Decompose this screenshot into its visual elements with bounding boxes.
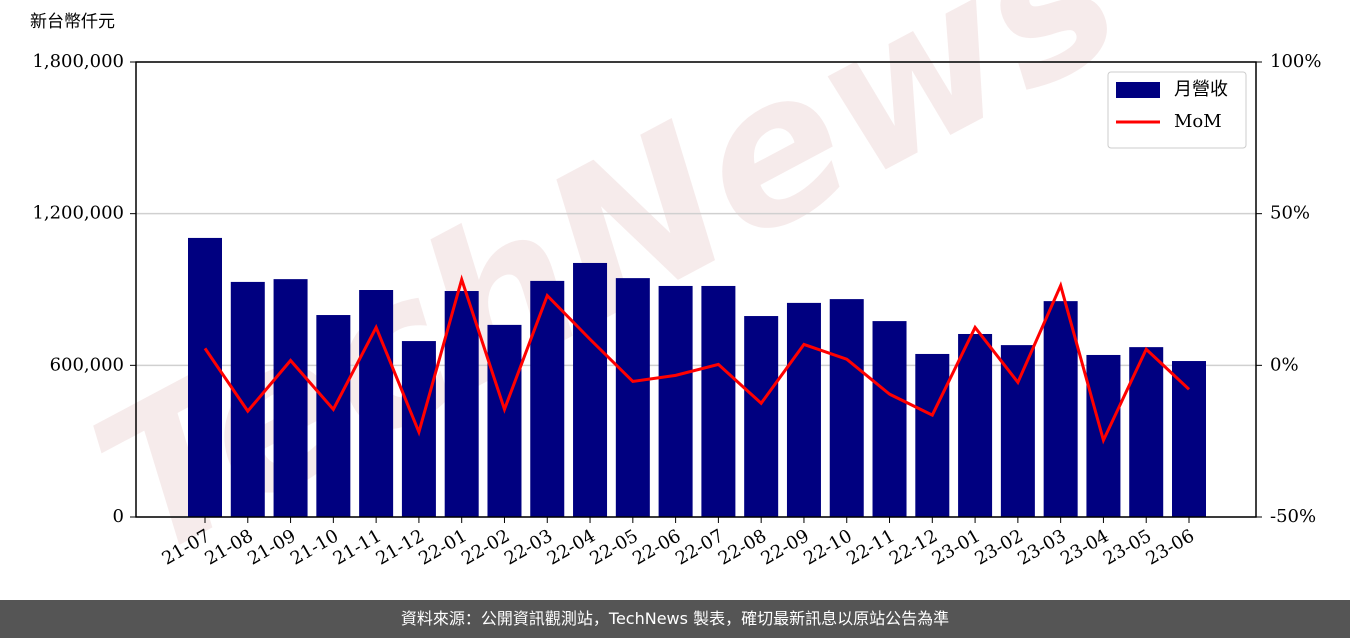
bar [230, 281, 265, 517]
x-tick-label: 22-08 [715, 525, 770, 569]
x-tick-label: 22-04 [544, 525, 599, 569]
bar [487, 324, 522, 517]
y-tick-label: 0 [113, 506, 124, 527]
bar [530, 280, 565, 517]
bar [1172, 361, 1206, 517]
x-tick-label: 22-06 [629, 525, 684, 569]
plot-frame [135, 61, 1257, 518]
y-axis-label: 新台幣仟元 [30, 12, 115, 32]
y-tick-label: 1,800,000 [32, 51, 124, 72]
y2-tick-label: -50% [1270, 506, 1316, 527]
legend-swatch [1116, 82, 1160, 98]
bar [658, 285, 693, 517]
x-tick-label: 23-06 [1143, 525, 1198, 569]
y2-tick-label: 100% [1270, 51, 1321, 72]
x-tick-label: 23-03 [1014, 525, 1069, 569]
x-tick-label: 23-04 [1057, 525, 1112, 569]
bar [444, 291, 479, 517]
bar [1043, 301, 1078, 517]
bar [573, 262, 608, 517]
x-tick-label: 22-07 [672, 525, 727, 569]
legend-label: MoM [1174, 111, 1222, 132]
bar [915, 353, 950, 517]
bar [786, 302, 821, 517]
x-tick-label: 22-12 [886, 525, 941, 569]
x-tick-label: 23-05 [1100, 525, 1155, 569]
x-tick-label: 22-03 [501, 525, 556, 569]
bar [615, 278, 650, 517]
chart: 新台幣仟元 TechNews0600,0001,200,0001,800,000… [30, 0, 1321, 604]
bar [188, 237, 222, 517]
bar [744, 316, 779, 517]
x-tick-label: 22-11 [843, 525, 898, 569]
y2-tick-label: 0% [1270, 354, 1299, 375]
bar [872, 321, 907, 517]
x-tick-label: 23-02 [971, 525, 1026, 569]
y-tick-label: 1,200,000 [32, 203, 124, 224]
bar [829, 299, 864, 517]
bar [958, 333, 993, 517]
y-tick-label: 600,000 [50, 354, 124, 375]
x-tick-label: 22-02 [458, 525, 513, 569]
bar [359, 290, 394, 517]
x-tick-label: 22-01 [415, 525, 470, 569]
line [203, 274, 1191, 445]
y2-tick-label: 50% [1270, 203, 1310, 224]
footer: 資料來源：公開資訊觀測站，TechNews 製表，確切最新訊息以原站公告為準 [0, 600, 1350, 638]
legend-label: 月營收 [1174, 79, 1228, 100]
x-tick-label: 22-09 [758, 525, 813, 569]
x-tick-label: 22-05 [586, 525, 641, 569]
x-tick-label: 21-11 [330, 525, 385, 569]
x-tick-label: 23-01 [929, 525, 984, 569]
x-tick-label: 22-10 [800, 525, 855, 569]
bar [273, 279, 308, 517]
bar [701, 285, 736, 517]
bar [316, 315, 351, 517]
bar [1000, 345, 1035, 517]
x-tick-label: 21-12 [372, 525, 427, 569]
